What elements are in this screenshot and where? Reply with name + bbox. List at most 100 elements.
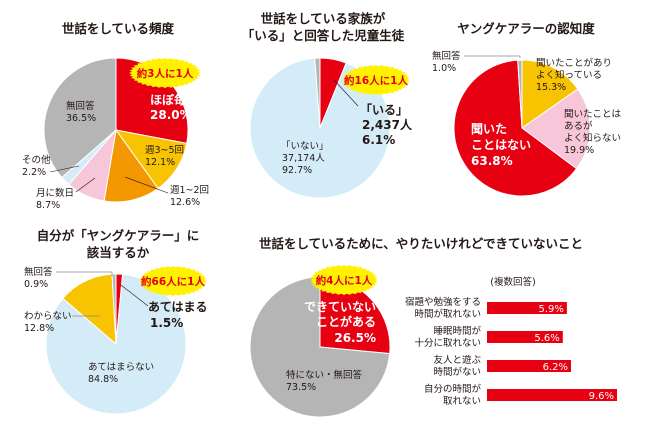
slice-value: 8.7% xyxy=(36,200,60,211)
bar-category-label: 十分に取れない xyxy=(414,337,481,349)
slice-label: 無回答 xyxy=(432,50,461,62)
multiple-answers-note: (複数回答) xyxy=(490,276,535,288)
chart-title-line: 該当するか xyxy=(87,245,150,260)
bar-value-label: 6.2% xyxy=(543,362,568,373)
slice-value: 1.0% xyxy=(432,63,456,74)
bar-value-label: 9.6% xyxy=(589,391,614,402)
slice-value: 6.1% xyxy=(362,133,395,147)
bar xyxy=(487,360,571,372)
bar-category-label: 自分の時間が xyxy=(424,383,482,395)
chart-title-line: 「いる」と回答した児童生徒 xyxy=(242,28,405,43)
slice-label-line: よく知っている xyxy=(536,69,602,81)
slice-count: 37,174人 xyxy=(282,153,325,164)
bar-value-label: 5.9% xyxy=(538,304,563,315)
pie-slice xyxy=(43,57,117,179)
slice-value: 1.5% xyxy=(150,316,183,330)
slice-value: 19.9% xyxy=(564,145,594,156)
pie-slice xyxy=(249,57,391,199)
callout-text: 約4人に1人 xyxy=(316,274,373,287)
slice-label: 週3~5回 xyxy=(145,144,184,156)
bar-value-label: 5.6% xyxy=(534,333,559,344)
chart-frequency: 世話をしている頻度 約3人に1人 ほぼ毎日 28.0% 週3~5回 12.1% … xyxy=(22,21,209,211)
bar-category-label: 時間がない xyxy=(433,366,481,378)
pie-slice xyxy=(249,276,391,418)
slice-label: 無回答 xyxy=(24,266,53,278)
callout-text: 約66人に1人 xyxy=(141,275,205,288)
bar-category-label: 取れない xyxy=(443,396,481,407)
slice-label-line: よく知らない xyxy=(564,132,621,144)
pie xyxy=(453,59,591,197)
leader-line xyxy=(49,165,80,173)
slice-value: 15.3% xyxy=(536,82,566,93)
chart-self-identify: 自分が「ヤングケアラー」に 該当するか 約66人に1人 あてはまる 1.5% あ… xyxy=(24,228,208,415)
chart-title-line: 自分が「ヤングケアラー」に xyxy=(37,228,200,243)
pie xyxy=(45,273,187,415)
bar xyxy=(487,389,617,401)
slice-label: 特にない・無回答 xyxy=(286,369,363,381)
slice-value: 63.8% xyxy=(471,154,513,168)
starburst-shape xyxy=(342,65,410,95)
chart-title: 世話をしている頻度 xyxy=(62,21,175,36)
bar-category-label: 友人と遊ぶ xyxy=(433,354,481,366)
slice-label: 「いない」 xyxy=(281,141,329,152)
leader-line xyxy=(124,176,169,194)
slice-count: 2,437人 xyxy=(362,117,413,132)
callout-badge: 約3人に1人 xyxy=(129,58,201,88)
pie xyxy=(249,276,391,418)
callout-badge: 約66人に1人 xyxy=(139,266,207,296)
slice-label-line: ことはない xyxy=(471,138,531,152)
pie-slice xyxy=(517,59,523,129)
starburst-shape xyxy=(139,266,207,296)
chart-title: ヤングケアラーの認知度 xyxy=(457,21,595,36)
slice-label: あてはまらない xyxy=(88,362,154,373)
slice-label: 月に数日 xyxy=(36,187,74,199)
slice-value: 2.2% xyxy=(22,167,46,178)
slice-label: 「いる」 xyxy=(360,102,408,117)
pie-slice xyxy=(62,273,117,346)
chart-title: 世話をしているために、やりたいけれどできていないこと xyxy=(259,236,583,251)
slice-label-line: ことがある xyxy=(316,314,376,329)
pie xyxy=(43,57,189,203)
pie-slice xyxy=(453,59,578,197)
slice-label-line: あるが xyxy=(564,120,593,132)
pie xyxy=(249,57,391,199)
slice-label-line: できていない xyxy=(304,300,376,314)
slice-value: 26.5% xyxy=(334,331,376,345)
slice-value: 0.9% xyxy=(24,279,48,290)
slice-label-line: 聞いたことは xyxy=(564,109,622,120)
leader-line xyxy=(120,284,149,307)
bar-category-label: 宿題や勉強をする xyxy=(405,296,481,308)
chart-has-family: 世話をしている家族が 「いる」と回答した児童生徒 約16人に1人 「いる」 2,… xyxy=(242,11,413,199)
pie-slice xyxy=(314,57,321,129)
slice-value: 73.5% xyxy=(286,382,316,393)
leader-line xyxy=(333,79,359,107)
slice-value: 12.1% xyxy=(145,157,175,168)
starburst-shape xyxy=(310,265,378,295)
slice-label: 無回答 xyxy=(66,100,95,112)
pie-slice xyxy=(521,88,591,170)
slice-label: あてはまる xyxy=(148,300,208,314)
chart-title-line: 世話をしている家族が xyxy=(261,11,386,26)
slice-value: 12.6% xyxy=(170,197,200,208)
bar-category-label: 時間が取れない xyxy=(414,308,481,320)
slice-label: 週1~2回 xyxy=(170,184,209,196)
slice-value: 92.7% xyxy=(282,165,312,176)
bar xyxy=(487,331,563,343)
slice-value: 36.5% xyxy=(66,113,96,124)
slice-label: ほぼ毎日 xyxy=(150,92,198,107)
leader-line xyxy=(75,177,96,193)
callout-text: 約16人に1人 xyxy=(344,74,408,87)
slice-label-line: 聞いた xyxy=(471,122,507,136)
slice-value: 84.8% xyxy=(88,374,118,385)
chart-cannot-do: 世話をしているために、やりたいけれどできていないこと 約4人に1人 できていない… xyxy=(249,236,583,418)
callout-badge: 約4人に1人 xyxy=(310,265,378,295)
leader-line xyxy=(464,55,521,58)
slice-value: 28.0% xyxy=(150,108,192,122)
bar xyxy=(487,302,567,314)
starburst-shape xyxy=(129,58,201,88)
slice-value: 12.8% xyxy=(24,323,54,334)
slice-label: その他 xyxy=(22,154,51,166)
chart-awareness: ヤングケアラーの認知度 無回答 1.0% 聞いたことがあり よく知っている 15… xyxy=(432,21,622,197)
